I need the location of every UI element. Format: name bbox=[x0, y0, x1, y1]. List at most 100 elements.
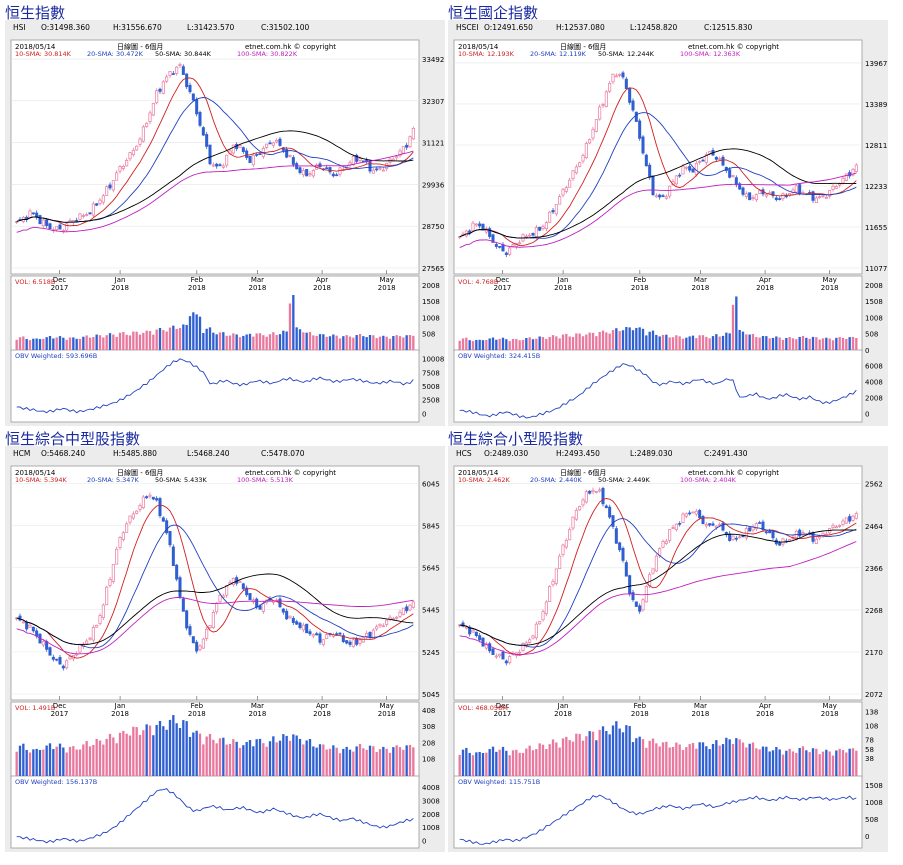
candle-body bbox=[604, 505, 608, 508]
candle-body bbox=[101, 195, 105, 203]
ohlc-open: O:12491.650 bbox=[484, 23, 533, 32]
candle-body bbox=[504, 252, 508, 255]
volume-bar bbox=[55, 337, 58, 350]
volume-bar bbox=[305, 740, 308, 776]
volume-bar bbox=[475, 339, 478, 350]
volume-bar bbox=[345, 746, 348, 776]
candle-body bbox=[208, 144, 212, 165]
candle-body bbox=[508, 247, 512, 255]
volume-bar bbox=[135, 727, 138, 776]
volume-bar bbox=[665, 334, 668, 350]
volume-bar bbox=[705, 746, 708, 776]
volume-bar bbox=[515, 749, 518, 776]
volume-bar bbox=[748, 743, 751, 776]
price-pane bbox=[10, 39, 420, 275]
candle-body bbox=[611, 73, 615, 83]
chart-date: 2018/05/14 bbox=[15, 469, 56, 477]
volume-bar bbox=[95, 334, 98, 350]
chart-period: 日線圖 - 6個月 bbox=[117, 468, 163, 477]
candle-body bbox=[241, 147, 245, 153]
chart-title: 恒生綜合中型股指數 bbox=[5, 430, 141, 448]
candle-body bbox=[218, 594, 222, 603]
month-label: Mar bbox=[251, 276, 264, 284]
ohlc-high: H:31556.670 bbox=[113, 23, 162, 32]
volume-bar bbox=[708, 338, 711, 350]
sma-100-line bbox=[16, 597, 414, 655]
candle-body bbox=[125, 160, 129, 167]
candle-body bbox=[698, 161, 702, 163]
candle-body bbox=[694, 510, 698, 515]
volume-bar bbox=[691, 743, 695, 776]
volume-bar bbox=[28, 752, 32, 776]
volume-bar bbox=[175, 328, 178, 350]
price-tick-label: 5445 bbox=[422, 607, 440, 615]
candle-body bbox=[474, 223, 478, 226]
volume-bar bbox=[481, 753, 485, 776]
ohlc-close: C:5478.070 bbox=[261, 449, 305, 458]
volume-bar bbox=[575, 733, 578, 776]
volume-bar bbox=[232, 333, 235, 350]
candle-body bbox=[61, 665, 65, 669]
candle-body bbox=[714, 525, 718, 528]
candle-body bbox=[718, 523, 722, 526]
volume-bar bbox=[581, 336, 585, 350]
volume-bar bbox=[335, 747, 338, 776]
candle-body bbox=[398, 150, 402, 157]
volume-bar bbox=[658, 336, 661, 350]
candle-body bbox=[21, 621, 25, 624]
volume-bar bbox=[122, 730, 125, 776]
volume-bar bbox=[245, 742, 248, 776]
candle-body bbox=[691, 168, 695, 173]
volume-bar bbox=[202, 744, 205, 776]
candle-body bbox=[28, 210, 32, 219]
candle-body bbox=[828, 190, 832, 197]
candle-body bbox=[564, 539, 568, 548]
volume-bar bbox=[25, 338, 28, 350]
volume-bar bbox=[65, 339, 68, 350]
volume-bar bbox=[808, 752, 811, 776]
volume-bar bbox=[28, 340, 32, 350]
candle-body bbox=[158, 88, 162, 92]
volume-bar bbox=[678, 744, 681, 776]
year-label: 2018 bbox=[692, 710, 710, 718]
volume-bar bbox=[25, 749, 28, 776]
volume-bar bbox=[771, 337, 775, 350]
candle-body bbox=[628, 87, 632, 103]
volume-bar bbox=[315, 335, 318, 350]
volume-bar bbox=[485, 752, 488, 776]
volume-tick-label: 2008 bbox=[422, 282, 440, 290]
candle-body bbox=[814, 197, 818, 203]
volume-bar bbox=[801, 746, 805, 776]
volume-bar bbox=[158, 720, 162, 776]
candle-body bbox=[198, 645, 202, 650]
candle-body bbox=[654, 195, 658, 198]
volume-bar bbox=[15, 339, 18, 350]
volume-bar bbox=[648, 331, 651, 350]
obv-tick-label: 0 bbox=[865, 411, 869, 419]
candle-body bbox=[538, 226, 542, 231]
candle-body bbox=[48, 223, 52, 230]
candle-body bbox=[85, 640, 89, 645]
volume-bar bbox=[798, 748, 801, 776]
volume-label: VOL: 468.058M bbox=[458, 704, 508, 712]
volume-bar bbox=[651, 738, 655, 776]
volume-bar bbox=[125, 334, 128, 350]
candle-body bbox=[308, 173, 312, 176]
volume-bar bbox=[405, 745, 408, 776]
chart-box: HCS O:2489.030 H:2493.450 L:2489.030 C:2491.… bbox=[448, 446, 888, 852]
volume-bar bbox=[498, 749, 501, 776]
candle-body bbox=[584, 491, 588, 503]
volume-bar bbox=[805, 337, 808, 350]
volume-bar bbox=[765, 746, 768, 776]
price-tick-label: 11077 bbox=[865, 265, 887, 273]
volume-bar bbox=[608, 333, 611, 350]
volume-bar bbox=[168, 719, 172, 776]
volume-bar bbox=[262, 335, 265, 350]
candle-body bbox=[215, 602, 219, 613]
candle-body bbox=[341, 635, 345, 643]
candle-body bbox=[178, 64, 182, 66]
candle-body bbox=[671, 527, 675, 529]
volume-bar bbox=[82, 336, 85, 350]
volume-bar bbox=[392, 336, 395, 350]
candle-body bbox=[568, 179, 572, 188]
